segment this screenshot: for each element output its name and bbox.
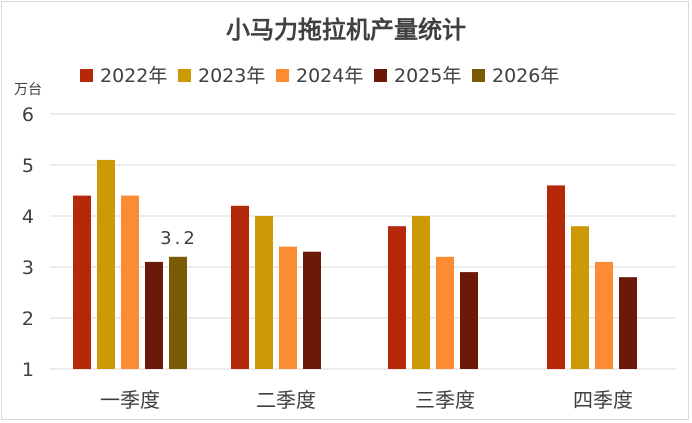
legend-swatch — [276, 69, 289, 82]
x-category-label: 二季度 — [256, 388, 316, 412]
legend-label: 2025年 — [394, 65, 461, 87]
bar-2024年-三季度 — [436, 256, 454, 369]
x-category-label: 四季度 — [573, 388, 633, 412]
legend: 2022年 2023年 2024年 2025年 2026年 — [80, 65, 559, 87]
legend-label: 2023年 — [198, 65, 265, 87]
y-tick-label: 1 — [22, 359, 34, 381]
bar-2025年-三季度 — [460, 272, 478, 369]
data-labels: 3.2 — [160, 228, 198, 249]
chart-title: 小马力拖拉机产量统计 — [226, 16, 466, 44]
x-category-label: 一季度 — [100, 388, 160, 412]
y-tick-label: 2 — [22, 308, 34, 330]
bar-2024年-四季度 — [595, 261, 613, 369]
legend-swatch — [374, 69, 387, 82]
bar-2022年-四季度 — [547, 185, 565, 369]
bar-2023年-三季度 — [412, 216, 430, 369]
bar-2023年-一季度 — [97, 159, 115, 369]
y-tick-label: 6 — [22, 104, 34, 126]
bar-2025年-二季度 — [303, 251, 321, 369]
bar-2022年-二季度 — [231, 205, 249, 369]
bar-2025年-四季度 — [619, 277, 637, 369]
y-axis-ticks: 1 2 3 4 5 6 — [22, 104, 34, 381]
legend-label: 2024年 — [296, 65, 363, 87]
legend-label: 2026年 — [492, 65, 559, 87]
y-tick-label: 4 — [22, 206, 34, 228]
bar-2022年-一季度 — [73, 195, 91, 369]
y-tick-label: 3 — [22, 257, 34, 279]
x-axis-categories: 一季度 二季度 三季度 四季度 — [100, 388, 633, 412]
legend-swatch — [80, 69, 93, 82]
bar-2022年-三季度 — [388, 226, 406, 369]
x-category-label: 三季度 — [415, 388, 475, 412]
legend-swatch — [178, 69, 191, 82]
bar-2024年-一季度 — [121, 195, 139, 369]
y-tick-label: 5 — [22, 155, 34, 177]
data-label: 3.2 — [160, 228, 198, 249]
bar-2024年-二季度 — [279, 246, 297, 369]
bars — [73, 159, 637, 369]
bar-2026年-一季度 — [169, 256, 187, 369]
y-axis-unit-label: 万台 — [14, 82, 42, 98]
bar-2025年-一季度 — [145, 261, 163, 369]
bar-2023年-二季度 — [255, 216, 273, 369]
legend-label: 2022年 — [100, 65, 167, 87]
bar-2023年-四季度 — [571, 226, 589, 369]
legend-swatch — [472, 69, 485, 82]
